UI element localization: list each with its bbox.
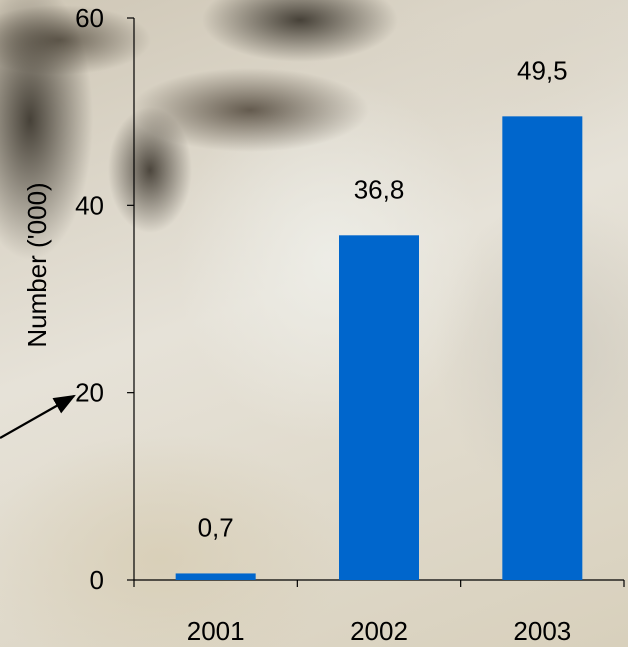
- bars: [175, 116, 583, 580]
- data-label: 0,7: [198, 512, 234, 542]
- x-tick-label: 2001: [187, 616, 245, 646]
- y-tick-label: 40: [75, 190, 104, 220]
- axes: 0 20 40 60 2001 2002 2003: [75, 3, 625, 646]
- y-axis-title: Number ('000): [22, 182, 52, 347]
- y-tick-label: 0: [90, 565, 104, 595]
- data-label: 49,5: [517, 55, 568, 85]
- annotation-arrow: [0, 394, 76, 439]
- bar-2002: [339, 235, 419, 580]
- x-tick-label: 2002: [350, 616, 408, 646]
- y-tick-label: 60: [75, 3, 104, 33]
- value-labels: 0,7 36,8 49,5: [198, 55, 568, 542]
- data-label: 36,8: [354, 174, 405, 204]
- bar-2003: [502, 116, 583, 580]
- y-tick-label: 20: [75, 378, 104, 408]
- x-tick-label: 2003: [513, 616, 571, 646]
- bar-2001: [175, 573, 256, 580]
